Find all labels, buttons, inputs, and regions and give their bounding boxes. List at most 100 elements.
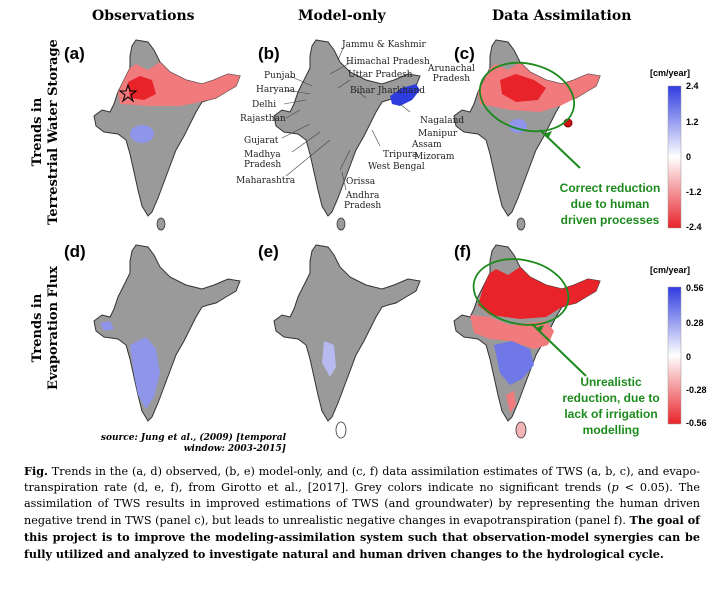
annotation-bottom-line2: reduction, due to [562, 391, 660, 405]
caption-part1: Trends in the (a, d) observed, (b, e) mo… [24, 465, 700, 494]
state-label-bihar-jharkhand: Bihar Jharkhand [350, 86, 426, 96]
tws-strong-decline-a [128, 76, 156, 100]
row-label-et-line1: Trends in [30, 293, 45, 363]
source-note: source: Jung et al., (2009) [temporal wi… [96, 433, 286, 455]
sri-lanka-b [336, 217, 346, 231]
annotation-top: Correct reduction due to human driven pr… [548, 180, 672, 228]
colorbar-top-unit: [cm/year] [650, 68, 691, 78]
colorbar-top-tick-max: 2.4 [686, 81, 699, 91]
tws-increase-northeast-b [390, 84, 420, 106]
colorbar-top [667, 85, 682, 229]
et-decline-south-f [506, 391, 516, 413]
et-increase-west-d [100, 321, 114, 331]
column-title-data-assimilation: Data Assimilation [492, 8, 632, 24]
state-label-arunachal-line1: Arunachal [428, 64, 475, 74]
column-title-model-only: Model-only [298, 8, 386, 24]
panel-letter-f: (f) [454, 242, 471, 261]
caption-p-symbol: p [611, 481, 619, 494]
source-note-line1: source: Jung et al., (2009) [temporal [100, 433, 286, 443]
colorbar-bottom [667, 286, 682, 425]
column-title-observations: Observations [92, 8, 195, 24]
state-label-jammu-kashmir: Jammu & Kashmir [342, 40, 426, 50]
state-label-arunachal: Arunachal Pradesh [428, 64, 475, 84]
state-label-madhya-line2: Pradesh [244, 160, 282, 170]
panel-e-map [273, 244, 421, 422]
state-label-gujarat: Gujarat [244, 136, 279, 146]
colorbar-top-tick-2: 1.2 [686, 117, 699, 127]
row-label-tws: Trends in Terrestrial Water Storage [30, 32, 62, 232]
sri-lanka-f [515, 421, 527, 439]
panel-letter-d: (d) [64, 242, 86, 261]
figure-caption: Fig. Trends in the (a, d) observed, (b, … [24, 463, 700, 563]
panel-letter-b: (b) [258, 44, 280, 63]
state-label-orissa: Orissa [346, 177, 376, 187]
panel-d-map [93, 244, 241, 422]
panel-b-map [273, 39, 421, 217]
highlight-ellipse-bottom [472, 258, 570, 326]
annotation-top-line1: Correct reduction [559, 181, 661, 195]
annotation-bottom-line3: lack of irrigation [564, 407, 658, 421]
et-increase-region-d [130, 337, 160, 409]
row-label-tws-line2: Terrestrial Water Storage [46, 39, 61, 225]
sri-lanka-c [516, 217, 526, 231]
et-increase-region-e [322, 341, 336, 377]
state-label-madhya-pradesh: Madhya Pradesh [244, 150, 281, 170]
state-label-tripura: Tripura [383, 150, 418, 160]
state-label-assam: Assam [412, 140, 442, 150]
row-label-et-line2: Evaporation Flux [46, 266, 61, 390]
state-label-west-bengal: West Bengal [368, 162, 425, 172]
state-leader-lines [281, 45, 411, 191]
colorbar-bottom-tick-4: -0.28 [686, 385, 707, 395]
tws-increase-a [130, 125, 154, 143]
annotation-arrow-bottom [531, 323, 587, 377]
panel-letter-a: (a) [64, 44, 85, 63]
state-label-delhi: Delhi [252, 100, 277, 110]
state-label-andhra-pradesh: Andhra Pradesh [344, 191, 381, 211]
colorbar-top-tick-zero: 0 [686, 152, 692, 162]
colorbar-bottom-tick-max: 0.56 [686, 283, 704, 293]
state-label-madhya-line1: Madhya [244, 150, 281, 160]
row-label-tws-line1: Trends in [30, 97, 45, 167]
tws-strong-decline-c [500, 74, 546, 102]
state-label-manipur: Manipur [418, 129, 458, 139]
caption-fig-label: Fig. [24, 464, 48, 478]
arrow-head-bottom [536, 325, 544, 333]
state-label-rajasthan: Rajasthan [240, 114, 286, 124]
state-label-andhra-line2: Pradesh [344, 201, 382, 211]
panel-letter-c: (c) [454, 44, 475, 63]
annotation-bottom-line4: modelling [582, 423, 640, 437]
caption-goal-statement: The goal of this project is to improve t… [24, 513, 700, 561]
sri-lanka-e [335, 421, 347, 439]
state-label-uttar-pradesh: Uttar Pradesh [348, 70, 413, 80]
arrow-head-top [544, 131, 552, 139]
colorbar-bottom-tick-min: -0.56 [686, 418, 707, 428]
et-increase-region-f [494, 341, 534, 385]
state-label-punjab: Punjab [264, 71, 296, 81]
caption-part2: < 0.05). The assimilation of TWS results… [24, 481, 700, 527]
star-marker [118, 83, 138, 103]
state-label-maharashtra: Maharashtra [236, 176, 296, 186]
colorbar-bottom-tick-zero: 0 [686, 352, 692, 362]
et-mild-decline-f [470, 315, 554, 349]
annotation-top-line3: driven processes [560, 213, 660, 227]
source-note-line2: window: 2003-2015] [183, 444, 286, 454]
row-label-et: Trends in Evaporation Flux [30, 258, 62, 398]
state-label-nagaland: Nagaland [420, 116, 465, 126]
state-label-mizoram: Mizoram [414, 152, 455, 162]
colorbar-top-tick-min: -2.4 [686, 222, 702, 232]
panel-letter-e: (e) [258, 242, 279, 261]
panel-a-map [93, 39, 241, 217]
colorbar-bottom-unit: [cm/year] [650, 265, 691, 275]
state-label-andhra-line1: Andhra [345, 191, 380, 201]
state-label-himachal-pradesh: Himachal Pradesh [346, 57, 430, 67]
state-label-arunachal-line2: Pradesh [432, 74, 471, 84]
annotation-top-line2: due to human [570, 197, 650, 211]
et-decline-region-f [478, 267, 600, 319]
colorbar-top-tick-4: -1.2 [686, 187, 702, 197]
state-label-haryana: Haryana [256, 85, 296, 95]
highlight-ellipse-top [478, 61, 576, 133]
sri-lanka-a [156, 217, 166, 231]
panel-f-map [453, 244, 601, 422]
